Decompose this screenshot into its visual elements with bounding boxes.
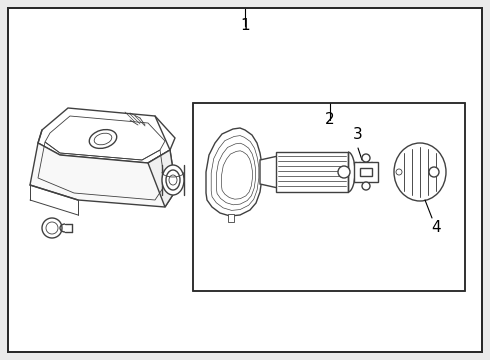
Circle shape (396, 169, 402, 175)
Bar (193, 103, 465, 291)
Polygon shape (228, 214, 234, 222)
Circle shape (42, 218, 62, 238)
Bar (354, 162, 378, 182)
Bar (193, 103, 465, 291)
Bar (360, 168, 372, 176)
Circle shape (429, 167, 439, 177)
Circle shape (338, 166, 350, 178)
Ellipse shape (166, 170, 180, 190)
Text: 3: 3 (353, 127, 363, 142)
Text: 1: 1 (240, 18, 250, 33)
Ellipse shape (394, 143, 446, 201)
Polygon shape (260, 156, 278, 188)
Polygon shape (148, 150, 176, 207)
Ellipse shape (94, 133, 112, 145)
Circle shape (362, 182, 370, 190)
Bar (276, 152, 348, 192)
Polygon shape (30, 143, 176, 207)
Text: 2: 2 (325, 112, 335, 127)
Circle shape (362, 154, 370, 162)
Circle shape (46, 222, 58, 234)
Ellipse shape (89, 130, 117, 148)
Ellipse shape (162, 165, 184, 195)
Ellipse shape (169, 175, 177, 185)
Polygon shape (38, 108, 175, 163)
Polygon shape (206, 128, 262, 216)
Text: 4: 4 (431, 220, 441, 235)
